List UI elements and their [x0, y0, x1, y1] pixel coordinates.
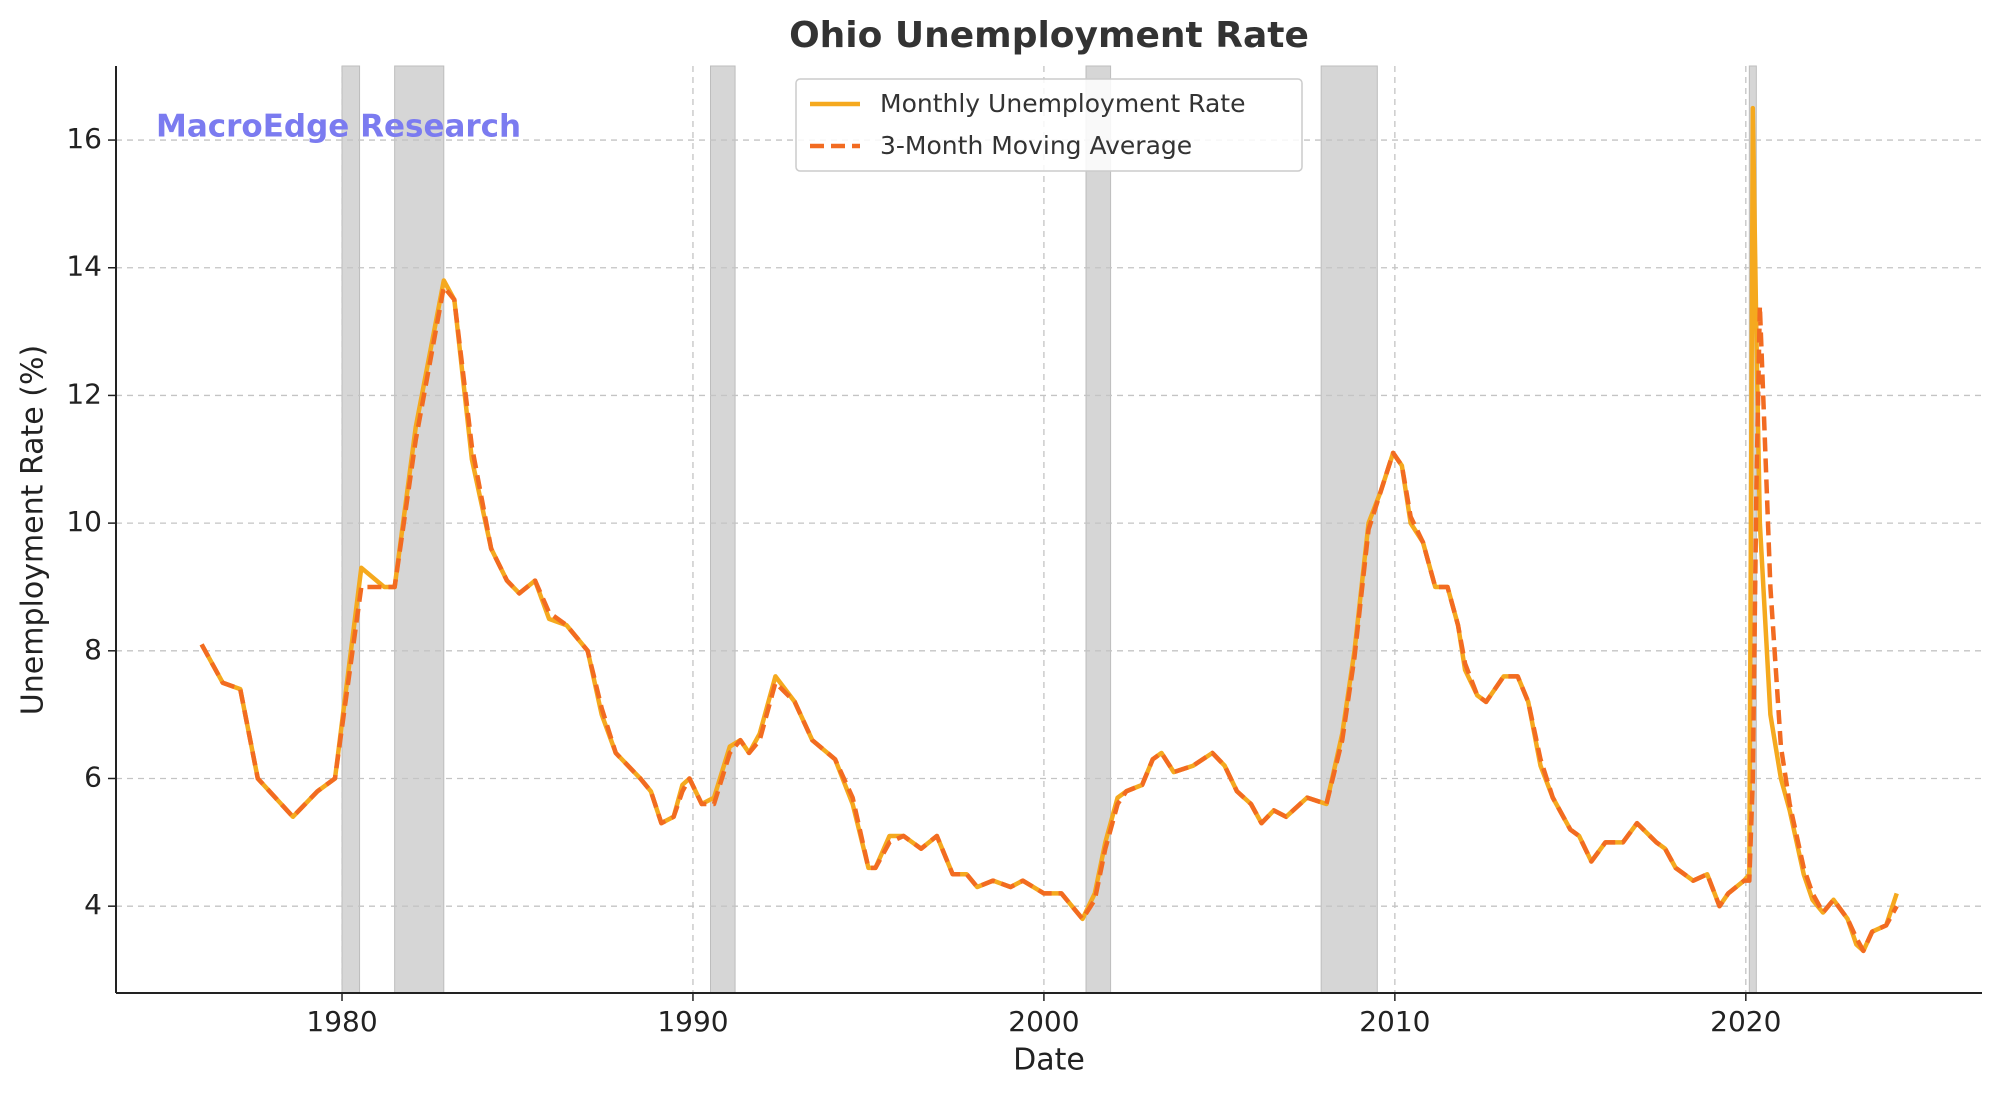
y-axis-label: Unemployment Rate (%): [16, 345, 51, 715]
x-tick-label: 1990: [657, 1005, 728, 1038]
series-line: [199, 284, 1899, 954]
legend-label: Monthly Unemployment Rate: [880, 89, 1245, 118]
watermark: MacroEdge Research: [156, 109, 521, 145]
y-tick-label: 12: [66, 377, 102, 410]
y-tick-label: 14: [66, 250, 102, 283]
y-tick-label: 16: [66, 122, 102, 155]
chart-title: Ohio Unemployment Rate: [789, 15, 1309, 56]
x-tick-label: 2000: [1008, 1005, 1079, 1038]
series-line: [199, 105, 1899, 954]
y-tick-label: 8: [84, 633, 102, 666]
x-tick-label: 2020: [1710, 1005, 1781, 1038]
recession-band: [710, 65, 736, 994]
legend-box: [795, 78, 1303, 172]
legend: Monthly Unemployment Rate 3-Month Moving …: [795, 78, 1303, 172]
y-tick-label: 4: [84, 888, 102, 921]
x-tick-label: 1980: [306, 1005, 377, 1038]
recession-band: [341, 65, 361, 994]
x-tick-label: 2010: [1359, 1005, 1430, 1038]
legend-label: 3-Month Moving Average: [880, 131, 1192, 160]
x-axis-label: Date: [1013, 1043, 1085, 1078]
y-tick-label: 6: [84, 760, 102, 793]
y-tick-label: 10: [66, 505, 102, 538]
recession-band: [1085, 65, 1112, 994]
